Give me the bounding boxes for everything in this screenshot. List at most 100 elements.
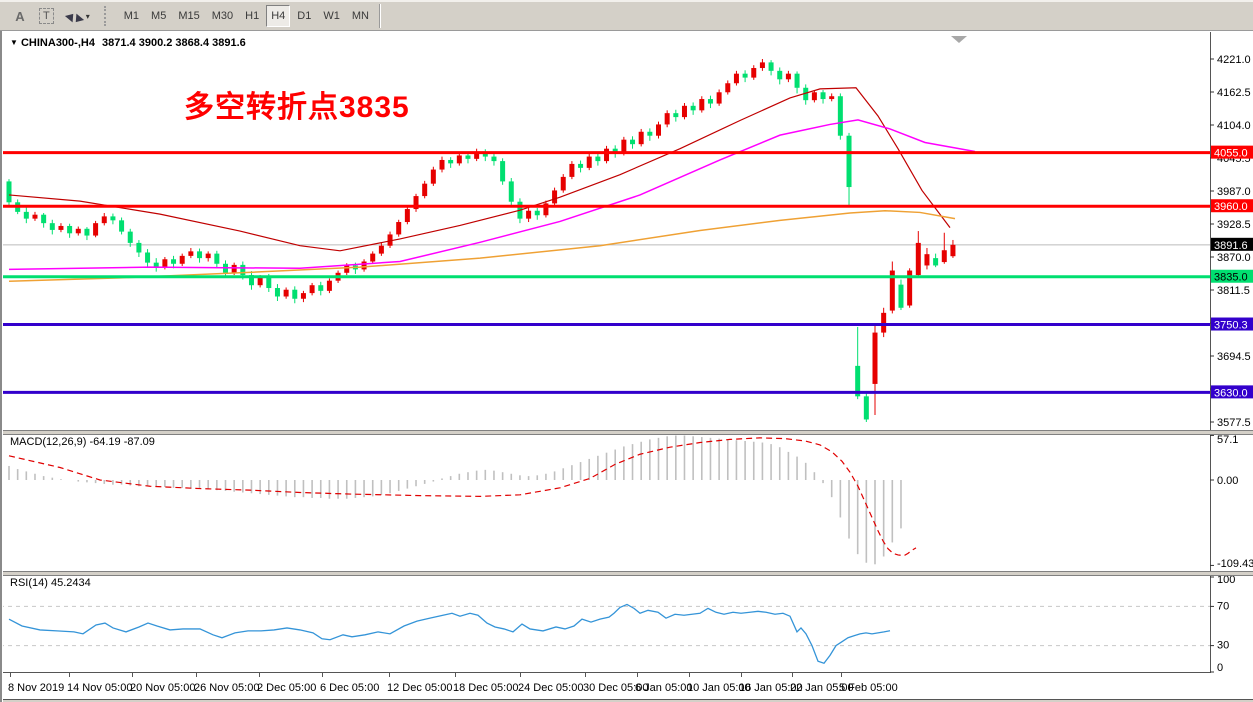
candlestick-series [6,59,956,422]
candle-body [430,169,436,184]
x-axis-date-label: 2 Dec 05:00 [257,682,317,694]
price-tick-label: 4221.0 [1217,54,1251,66]
text-label-tool-button[interactable]: A [15,8,25,24]
candle-body [933,258,939,266]
candle-body [872,332,878,384]
x-axis-date-label: 30 Dec 05:00 [583,682,649,694]
price-level-tag-label: 4055.0 [1214,148,1248,160]
candle-body [508,181,514,202]
candle-body [474,152,480,159]
candle-body [811,92,817,101]
price-level-tag-label: 3750.3 [1214,320,1248,332]
candle-body [292,289,298,299]
date-tick [741,673,742,677]
date-tick [132,673,133,677]
candle-body [647,131,653,136]
date-tick [841,673,842,677]
rsi-panel-canvas[interactable]: 100 70 30 0 [0,574,1253,673]
candle-body [794,73,800,88]
candle-body [309,285,315,294]
macd-tick-label: 0.00 [1217,475,1238,487]
price-tick-label: 3870.0 [1217,252,1251,264]
date-tick [10,673,11,677]
timeframe-w1-button[interactable]: W1 [323,10,340,22]
candle-body [110,216,116,221]
chart-annotation[interactable]: 多空转折点3835 [184,91,410,124]
price-level-tag [1211,199,1253,213]
candle-body [716,92,722,104]
scroll-to-end-icon[interactable] [951,36,967,43]
candle-body [586,156,592,168]
candle-body [274,288,280,297]
candle-body [560,176,566,191]
candle-body [67,225,73,234]
chart-window: 4221.0 4162.5 4104.0 4045.5 3987.0 3928.5 3870… [0,31,1253,702]
candle-body [6,181,12,203]
candle-body [205,253,211,259]
candle-body [93,223,99,236]
rsi-tick-label: 30 [1217,640,1229,652]
candle-body [820,92,826,100]
x-axis-date-label: 6 Jan 05:00 [635,682,693,694]
price-level-tag [1211,385,1253,399]
candle-body [846,135,852,188]
symbol-timeframe-label: CHINA300-,H4 [20,37,95,49]
candle-body [32,214,38,219]
candle-body [101,216,107,224]
x-axis-date-label: 10 Jan 05:00 [687,682,751,694]
timeframe-m1-button[interactable]: M1 [123,10,140,22]
date-axis[interactable]: 8 Nov 2019 14 Nov 05:00 20 Nov 05:00 26 Nov… [0,673,1253,699]
candle-body [422,183,428,197]
candle-body [595,156,601,162]
ma-orange-line [8,209,956,283]
timeframe-m30-button[interactable]: M30 [211,10,234,22]
timeframe-m15-button[interactable]: M15 [178,10,200,22]
price-chart-canvas[interactable]: 4221.04162.54104.04045.53987.03928.53870… [0,32,1253,430]
window-bottom-border [0,699,1253,702]
timeframe-m5-button[interactable]: M5 [151,10,167,22]
price-tick-label: 4104.0 [1217,120,1251,132]
timeframe-h4-button[interactable]: H4 [266,5,291,27]
candle-body [742,73,748,78]
panel-splitter[interactable] [0,571,1253,576]
ma-magenta-line [8,119,976,271]
timeframe-mn-button[interactable]: MN [351,10,369,22]
candle-body [491,156,497,162]
candle-body [378,245,384,254]
candle-body [777,70,783,80]
candle-body [950,244,956,257]
candle-body [482,152,488,157]
candle-body [898,284,904,308]
ohlc-values: 3871.4 3900.2 3868.4 3891.6 [102,37,246,49]
timeframe-h1-button[interactable]: H1 [245,10,260,22]
x-axis-date-label: 5 Feb 05:00 [839,682,898,694]
candle-body [23,211,29,219]
candle-body [768,62,774,71]
symbol-dropdown-marker[interactable]: ▼ [10,38,18,47]
date-tick [322,673,323,677]
toolbar-grip[interactable] [103,6,113,26]
text-box-tool-button[interactable]: T [34,5,59,27]
candle-body [214,253,220,264]
macd-label: MACD(12,26,9) -64.19 -87.09 [10,436,155,448]
candle-body [240,264,246,276]
price-tick-label: 3694.5 [1217,351,1251,363]
x-axis-date-label: 18 Dec 05:00 [453,682,519,694]
candle-body [725,83,731,93]
macd-panel-canvas[interactable]: 57.1 0.00 -109.43 [0,433,1253,571]
candle-body [924,254,930,266]
window-left-border [0,31,3,702]
price-tick-label: 3577.5 [1217,417,1251,429]
panel-splitter[interactable] [0,430,1253,435]
price-level-tag-label: 3630.0 [1214,387,1248,399]
macd-tick-label: -109.43 [1217,558,1253,570]
timeframe-d1-button[interactable]: D1 [297,10,312,22]
candle-body [630,139,636,145]
rsi-line [8,603,891,665]
toolbar-separator [378,4,380,28]
chart-title: ▼ CHINA300-,H4 3871.4 3900.2 3868.4 3891… [10,37,246,49]
arrows-tool-button[interactable]: ▾ [61,5,95,27]
candle-body [283,289,289,297]
candle-body [119,220,125,232]
date-tick [585,673,586,677]
